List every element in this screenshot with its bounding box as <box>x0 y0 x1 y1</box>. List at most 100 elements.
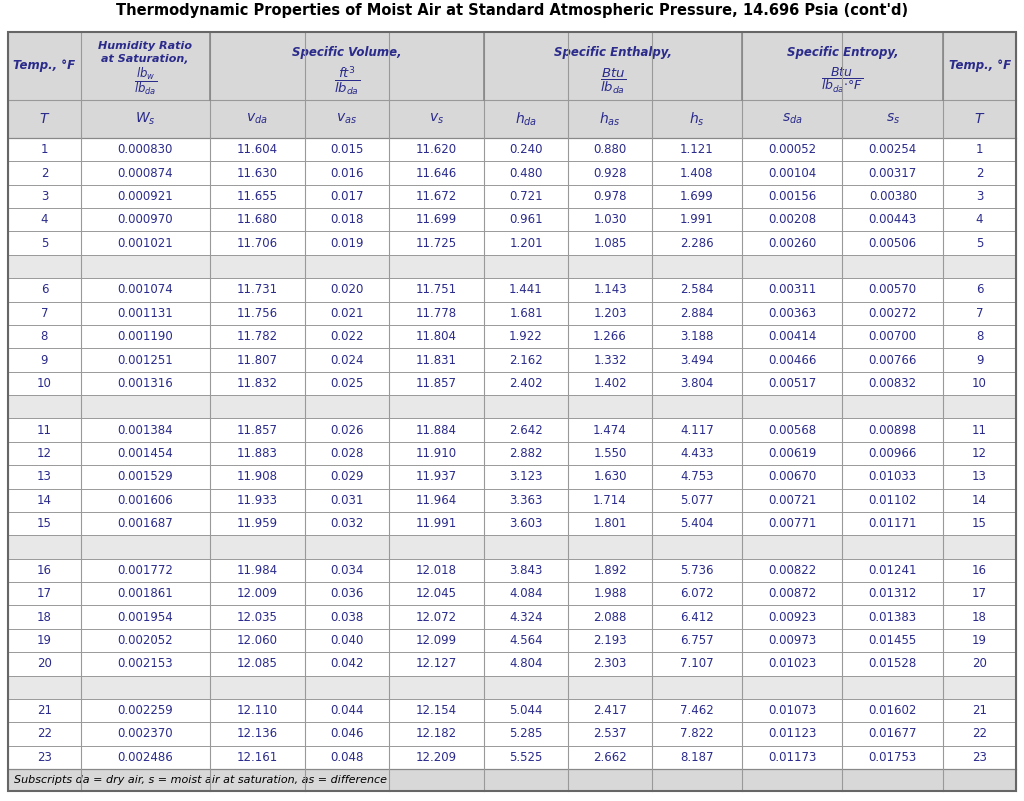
Text: 0.00311: 0.00311 <box>768 284 816 296</box>
Text: 1: 1 <box>976 143 983 156</box>
Text: Humidity Ratio: Humidity Ratio <box>98 41 193 50</box>
Text: 0.01073: 0.01073 <box>768 704 816 717</box>
Text: 12.127: 12.127 <box>416 658 457 670</box>
Bar <box>8 489 1016 512</box>
Text: Specific Volume,: Specific Volume, <box>292 46 401 59</box>
Text: 11.857: 11.857 <box>237 424 278 437</box>
Text: 0.016: 0.016 <box>330 167 364 179</box>
Text: 1.801: 1.801 <box>593 517 627 530</box>
Bar <box>8 348 1016 372</box>
Text: 0.020: 0.020 <box>330 284 364 296</box>
Text: $\mathit{s_s}$: $\mathit{s_s}$ <box>886 112 900 127</box>
Text: 2.642: 2.642 <box>509 424 543 437</box>
Text: 0.00506: 0.00506 <box>868 236 916 250</box>
Text: 2.537: 2.537 <box>593 727 627 740</box>
Text: 11.984: 11.984 <box>237 564 278 577</box>
Text: 0.00208: 0.00208 <box>768 213 816 227</box>
Text: 12.018: 12.018 <box>416 564 457 577</box>
Text: 7: 7 <box>41 307 48 320</box>
Text: 0.721: 0.721 <box>509 190 543 203</box>
Bar <box>8 582 1016 606</box>
Text: 11.933: 11.933 <box>237 493 278 507</box>
Text: 4.324: 4.324 <box>509 610 543 624</box>
Text: 0.017: 0.017 <box>330 190 364 203</box>
Text: 11.680: 11.680 <box>237 213 278 227</box>
Text: 0.00254: 0.00254 <box>868 143 916 156</box>
Text: 0.001454: 0.001454 <box>118 447 173 460</box>
Text: 0.002486: 0.002486 <box>118 751 173 764</box>
Text: 1.332: 1.332 <box>593 353 627 367</box>
Text: 2.417: 2.417 <box>593 704 627 717</box>
Text: 1.266: 1.266 <box>593 330 627 343</box>
Text: 0.00872: 0.00872 <box>768 587 816 600</box>
Bar <box>8 652 1016 675</box>
Text: 0.00822: 0.00822 <box>768 564 816 577</box>
Text: 5.404: 5.404 <box>680 517 714 530</box>
Text: 7.822: 7.822 <box>680 727 714 740</box>
Text: 1.699: 1.699 <box>680 190 714 203</box>
Text: 21: 21 <box>37 704 52 717</box>
Text: 0.025: 0.025 <box>330 377 364 390</box>
Text: 13: 13 <box>972 470 987 483</box>
Text: 0.01677: 0.01677 <box>868 727 918 740</box>
Text: 0.00619: 0.00619 <box>768 447 816 460</box>
Text: $\mathit{v_{da}}$: $\mathit{v_{da}}$ <box>247 112 268 127</box>
Bar <box>8 138 1016 161</box>
Text: 0.01455: 0.01455 <box>868 634 916 647</box>
Text: 0.00052: 0.00052 <box>768 143 816 156</box>
Text: 0.002052: 0.002052 <box>118 634 173 647</box>
Text: 0.038: 0.038 <box>330 610 364 624</box>
Text: Temp., °F: Temp., °F <box>13 59 76 73</box>
Bar <box>8 699 1016 723</box>
Text: 11.804: 11.804 <box>416 330 457 343</box>
Text: 12: 12 <box>37 447 52 460</box>
Text: 0.015: 0.015 <box>330 143 364 156</box>
Text: 11.706: 11.706 <box>237 236 278 250</box>
Text: 12.154: 12.154 <box>416 704 457 717</box>
Text: Specific Enthalpy,: Specific Enthalpy, <box>554 46 672 59</box>
Text: 4.804: 4.804 <box>509 658 543 670</box>
Text: 0.961: 0.961 <box>509 213 543 227</box>
Text: 3.363: 3.363 <box>509 493 543 507</box>
Text: 2.162: 2.162 <box>509 353 543 367</box>
Bar <box>8 465 1016 489</box>
Text: 19: 19 <box>37 634 52 647</box>
Text: 0.028: 0.028 <box>330 447 364 460</box>
Text: 0.029: 0.029 <box>330 470 364 483</box>
Bar <box>8 769 1016 791</box>
Text: 0.021: 0.021 <box>330 307 364 320</box>
Text: 11.778: 11.778 <box>416 307 457 320</box>
Text: 1.030: 1.030 <box>593 213 627 227</box>
Text: 0.001861: 0.001861 <box>118 587 173 600</box>
Text: 0.00568: 0.00568 <box>768 424 816 437</box>
Text: 0.01171: 0.01171 <box>868 517 918 530</box>
Text: 18: 18 <box>37 610 52 624</box>
Text: 0.031: 0.031 <box>330 493 364 507</box>
Text: 21: 21 <box>972 704 987 717</box>
Text: 11.655: 11.655 <box>237 190 278 203</box>
Text: 0.01023: 0.01023 <box>768 658 816 670</box>
Text: $\mathit{\dfrac{Btu}{lb_{da}{\cdot}°F}}$: $\mathit{\dfrac{Btu}{lb_{da}{\cdot}°F}}$ <box>821 66 863 95</box>
Text: 1.121: 1.121 <box>680 143 714 156</box>
Text: 12.009: 12.009 <box>237 587 278 600</box>
Text: 11.731: 11.731 <box>237 284 278 296</box>
Text: 0.00156: 0.00156 <box>768 190 816 203</box>
Text: 2.286: 2.286 <box>680 236 714 250</box>
Text: 1.892: 1.892 <box>593 564 627 577</box>
Text: 12.060: 12.060 <box>237 634 278 647</box>
Text: 4.433: 4.433 <box>680 447 714 460</box>
Text: 7: 7 <box>976 307 983 320</box>
Text: 6.072: 6.072 <box>680 587 714 600</box>
Text: 0.001772: 0.001772 <box>118 564 173 577</box>
Text: 0.001021: 0.001021 <box>118 236 173 250</box>
Text: 5.044: 5.044 <box>509 704 543 717</box>
Text: 12.085: 12.085 <box>237 658 278 670</box>
Text: 3.188: 3.188 <box>680 330 714 343</box>
Text: 0.001190: 0.001190 <box>118 330 173 343</box>
Text: 11.807: 11.807 <box>237 353 278 367</box>
Text: 0.002370: 0.002370 <box>118 727 173 740</box>
Text: 12.209: 12.209 <box>416 751 457 764</box>
Text: 0.928: 0.928 <box>593 167 627 179</box>
Text: 5: 5 <box>976 236 983 250</box>
Text: 4: 4 <box>976 213 983 227</box>
